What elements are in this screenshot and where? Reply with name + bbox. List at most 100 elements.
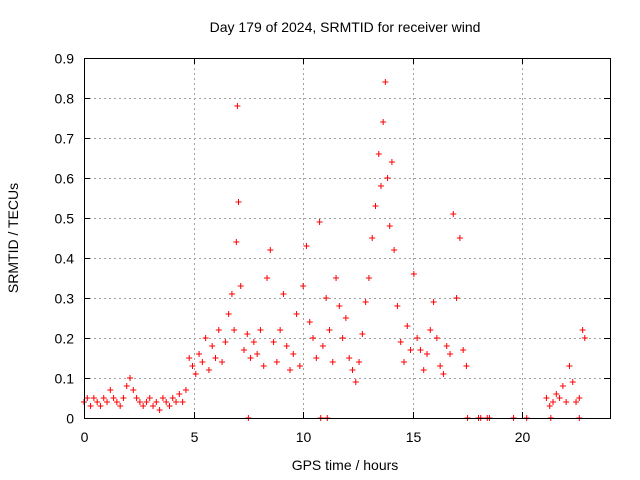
data-point [316, 219, 323, 225]
data-point [550, 399, 557, 405]
data-point [233, 239, 240, 245]
data-point [339, 335, 346, 341]
data-point [569, 379, 576, 385]
data-point [447, 351, 454, 357]
data-point [296, 363, 303, 369]
data-point [267, 247, 274, 253]
data-point [173, 399, 180, 405]
data-point [433, 335, 440, 341]
data-point [87, 403, 94, 409]
data-point [306, 319, 313, 325]
data-point [94, 399, 101, 405]
y-tick-label: 0.7 [55, 131, 75, 147]
y-tick-label: 0.2 [55, 331, 75, 347]
data-point [264, 275, 271, 281]
data-point [556, 395, 563, 401]
data-point [159, 395, 166, 401]
plot-frame [84, 58, 611, 419]
data-point [417, 347, 424, 353]
data-point [240, 347, 247, 353]
data-point [453, 295, 460, 301]
data-point [254, 351, 261, 357]
data-point [140, 403, 147, 409]
data-point [420, 367, 427, 373]
data-point [153, 399, 160, 405]
y-tick-label: 0.4 [55, 251, 75, 267]
data-point [391, 247, 398, 253]
data-point [143, 399, 150, 405]
data-point [196, 351, 203, 357]
data-point [205, 367, 212, 373]
y-tick-label: 0.1 [55, 371, 75, 387]
data-point [380, 119, 387, 125]
x-tick-label: 10 [296, 429, 312, 445]
data-point [250, 339, 257, 345]
data-point [225, 311, 232, 317]
data-point [319, 343, 326, 349]
data-point [270, 339, 277, 345]
y-tick-label: 0.6 [55, 171, 75, 187]
data-point [273, 359, 280, 365]
data-point [553, 391, 560, 397]
data-point [382, 79, 389, 85]
data-point [303, 243, 310, 249]
data-point [237, 283, 244, 289]
x-tick-label: 5 [191, 429, 199, 445]
data-point [423, 351, 430, 357]
data-point [369, 235, 376, 241]
data-point [84, 395, 91, 401]
data-point [247, 355, 254, 361]
data-point [150, 403, 157, 409]
data-point [182, 387, 189, 393]
data-point [573, 399, 580, 405]
data-point [287, 367, 294, 373]
data-point [300, 283, 307, 289]
data-point [326, 327, 333, 333]
y-tick-label: 0.9 [55, 51, 75, 67]
data-point [260, 363, 267, 369]
axis-ticks [84, 58, 610, 419]
data-point [397, 339, 404, 345]
data-point [212, 355, 219, 361]
data-point [244, 331, 251, 337]
data-point [104, 399, 111, 405]
chart-title: Day 179 of 2024, SRMTID for receiver win… [210, 19, 481, 35]
data-point [359, 331, 366, 337]
y-tick-label: 0.5 [55, 211, 75, 227]
data-point [407, 347, 414, 353]
data-points [81, 79, 588, 421]
data-point [97, 403, 104, 409]
data-point [460, 347, 467, 353]
data-point [440, 371, 447, 377]
data-point [349, 367, 356, 373]
data-point [414, 335, 421, 341]
data-point [290, 351, 297, 357]
data-point [257, 327, 264, 333]
x-axis-label: GPS time / hours [292, 457, 399, 473]
data-point [231, 327, 238, 333]
data-point [186, 355, 193, 361]
data-point [310, 335, 317, 341]
data-point [293, 311, 300, 317]
data-point [166, 403, 173, 409]
x-tick-label: 0 [81, 429, 89, 445]
data-point [579, 327, 586, 333]
data-point [234, 103, 241, 109]
data-point [192, 371, 199, 377]
data-point [563, 399, 570, 405]
tick-labels: 0 0.1 0.2 0.3 0.4 0.5 0.6 0.7 0.8 0.9 0 5 10 15 20 [55, 51, 531, 446]
data-point [219, 359, 226, 365]
data-point [120, 395, 127, 401]
data-point [410, 271, 417, 277]
data-point [123, 383, 130, 389]
y-axis-label: SRMTID / TECUs [5, 183, 21, 293]
data-point [546, 403, 553, 409]
data-point [169, 395, 176, 401]
data-point [222, 339, 229, 345]
data-point [90, 395, 97, 401]
data-point [377, 183, 384, 189]
data-point [346, 355, 353, 361]
data-point [566, 363, 573, 369]
data-point [209, 343, 216, 349]
